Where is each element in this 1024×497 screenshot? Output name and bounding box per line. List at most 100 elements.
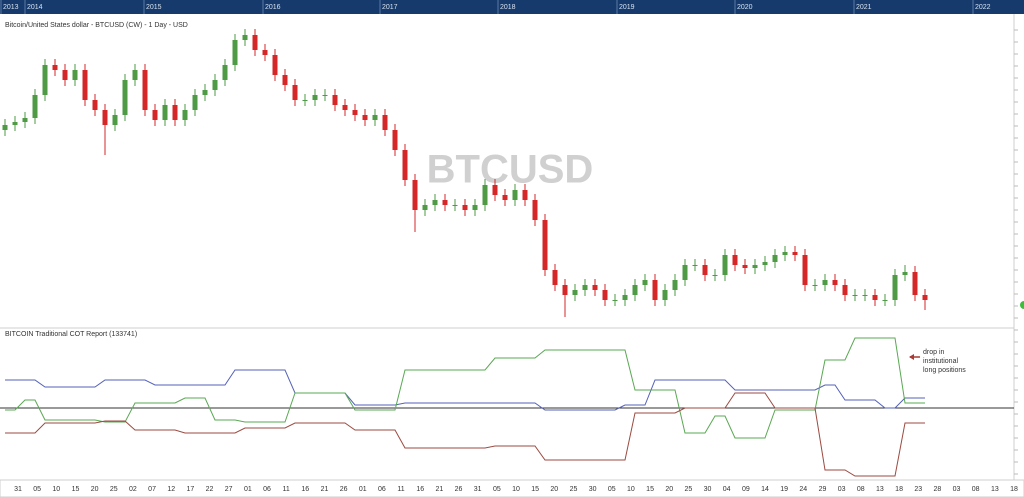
year-label: 2022 <box>975 4 991 11</box>
candle-body <box>612 300 618 301</box>
x-tick-label: 19 <box>780 486 788 493</box>
candle-body <box>762 262 768 265</box>
candle-body <box>172 105 178 120</box>
x-tick-label: 12 <box>167 486 175 493</box>
x-tick-label: 04 <box>723 486 731 493</box>
x-tick-label: 20 <box>550 486 558 493</box>
x-tick-label: 18 <box>895 486 903 493</box>
x-tick-label: 20 <box>91 486 99 493</box>
x-tick-label: 15 <box>646 486 654 493</box>
cot-line <box>5 392 925 477</box>
candle-body <box>52 65 58 70</box>
x-tick-label: 18 <box>1010 486 1018 493</box>
candle-body <box>372 115 378 120</box>
plot-area <box>0 14 1024 480</box>
candle-body <box>782 252 788 255</box>
candle-body <box>822 280 828 285</box>
x-tick-label: 13 <box>991 486 999 493</box>
candle-body <box>542 220 548 270</box>
candle-body <box>902 272 908 275</box>
candle-body <box>582 285 588 290</box>
year-label: 2020 <box>737 4 753 11</box>
x-tick-label: 25 <box>684 486 692 493</box>
candle-body <box>342 105 348 110</box>
chart-title: Bitcoin/United States dollar - BTCUSD (C… <box>5 22 188 29</box>
x-tick-label: 27 <box>225 486 233 493</box>
candle-body <box>562 285 568 295</box>
x-tick-label: 23 <box>914 486 922 493</box>
x-tick-label: 28 <box>933 486 941 493</box>
x-tick-label: 31 <box>474 486 482 493</box>
x-tick-label: 16 <box>301 486 309 493</box>
candle-body <box>222 65 228 80</box>
year-label: 2021 <box>856 4 872 11</box>
candle-body <box>212 80 218 90</box>
x-tick-label: 30 <box>704 486 712 493</box>
x-tick-label: 08 <box>857 486 865 493</box>
x-tick-label: 03 <box>953 486 961 493</box>
candle-body <box>192 95 198 110</box>
x-tick-label: 07 <box>148 486 156 493</box>
candle-body <box>802 255 808 285</box>
navigator[interactable] <box>0 0 1024 14</box>
candle-body <box>682 265 688 280</box>
candle-body <box>32 95 38 118</box>
candle-body <box>752 265 758 268</box>
candle-body <box>432 200 438 205</box>
year-label: 2015 <box>146 4 162 11</box>
candle-body <box>352 110 358 115</box>
candle-body <box>532 200 538 220</box>
candle-body <box>622 295 628 300</box>
candle-body <box>512 190 518 200</box>
x-tick-label: 15 <box>531 486 539 493</box>
x-tick-label: 21 <box>435 486 443 493</box>
candle-body <box>792 252 798 255</box>
candle-body <box>362 115 368 120</box>
x-tick-label: 08 <box>972 486 980 493</box>
x-tick-label: 02 <box>129 486 137 493</box>
candle-body <box>732 255 738 265</box>
x-tick-label: 31 <box>14 486 22 493</box>
candle-body <box>12 122 18 125</box>
candle-body <box>922 295 928 300</box>
x-tick-label: 15 <box>72 486 80 493</box>
candle-body <box>842 285 848 295</box>
candle-body <box>402 150 408 180</box>
candle-body <box>302 100 308 101</box>
x-tick-label: 26 <box>455 486 463 493</box>
candle-body <box>652 280 658 300</box>
x-tick-label: 26 <box>340 486 348 493</box>
candle-body <box>182 110 188 120</box>
candle-body <box>812 285 818 286</box>
annotation-text: institutional <box>923 358 958 365</box>
x-tick-label: 22 <box>206 486 214 493</box>
candle-body <box>472 205 478 210</box>
candle-body <box>272 55 278 75</box>
year-label: 2019 <box>619 4 635 11</box>
x-tick-label: 10 <box>52 486 60 493</box>
candle-body <box>642 280 648 285</box>
candle-body <box>712 275 718 276</box>
year-label: 2017 <box>382 4 398 11</box>
candle-body <box>692 265 698 266</box>
candle-body <box>292 85 298 100</box>
candle-body <box>772 255 778 262</box>
x-tick-label: 05 <box>33 486 41 493</box>
candle-body <box>382 115 388 130</box>
candle-body <box>872 295 878 300</box>
x-tick-label: 10 <box>512 486 520 493</box>
candle-body <box>492 185 498 195</box>
x-tick-label: 16 <box>416 486 424 493</box>
candle-body <box>852 295 858 296</box>
candle-body <box>262 50 268 55</box>
candle-body <box>602 290 608 300</box>
candle-body <box>232 40 238 65</box>
candle-body <box>412 180 418 210</box>
candle-body <box>62 70 68 80</box>
candle-body <box>282 75 288 85</box>
candle-body <box>892 275 898 300</box>
x-tick-label: 30 <box>589 486 597 493</box>
x-tick-label: 17 <box>186 486 194 493</box>
x-tick-label: 21 <box>321 486 329 493</box>
x-tick-label: 14 <box>761 486 769 493</box>
